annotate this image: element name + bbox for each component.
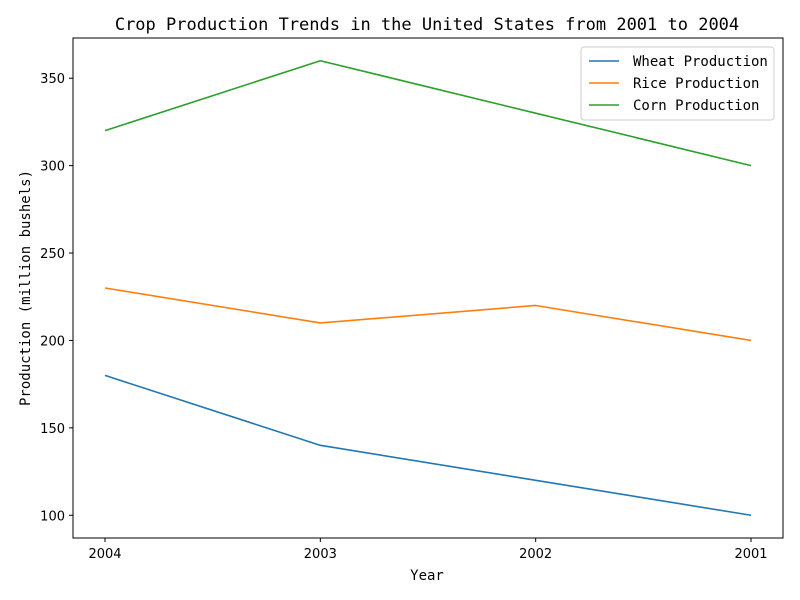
x-tick-label: 2001 [734,547,767,562]
y-tick-label: 250 [40,247,65,262]
series-line-rice-production [104,287,752,342]
legend-label-rice-production: Rice Production [633,76,759,92]
y-tick-label: 200 [40,334,65,349]
legend-label-wheat-production: Wheat Production [633,54,768,70]
series-layer [104,59,752,517]
legend-box [580,46,775,121]
series-line-wheat-production [104,374,752,517]
x-tick-label: 2002 [519,547,552,562]
series-line-corn-production [104,59,752,167]
x-tick-label: 2004 [88,547,121,562]
plot-background [73,38,783,538]
legend-label-corn-production: Corn Production [633,98,759,114]
x-tick-label: 2003 [304,547,337,562]
axes-layer: 2004 2003 2002 2001 100 150 200 250 300 350 [40,37,784,562]
y-tick-label: 150 [40,422,65,437]
chart-title: Crop Production Trends in the United Sta… [115,15,739,35]
y-tick-label: 350 [40,72,65,87]
legend: Wheat Production Rice Production Corn Prod… [580,46,775,121]
plot-frame [72,37,784,539]
plot-area [73,38,783,538]
y-tick-label: 300 [40,160,65,175]
y-axis-label: Production (million bushels) [18,170,34,406]
y-tick-label: 100 [40,509,65,524]
x-axis-label: Year [410,568,444,584]
